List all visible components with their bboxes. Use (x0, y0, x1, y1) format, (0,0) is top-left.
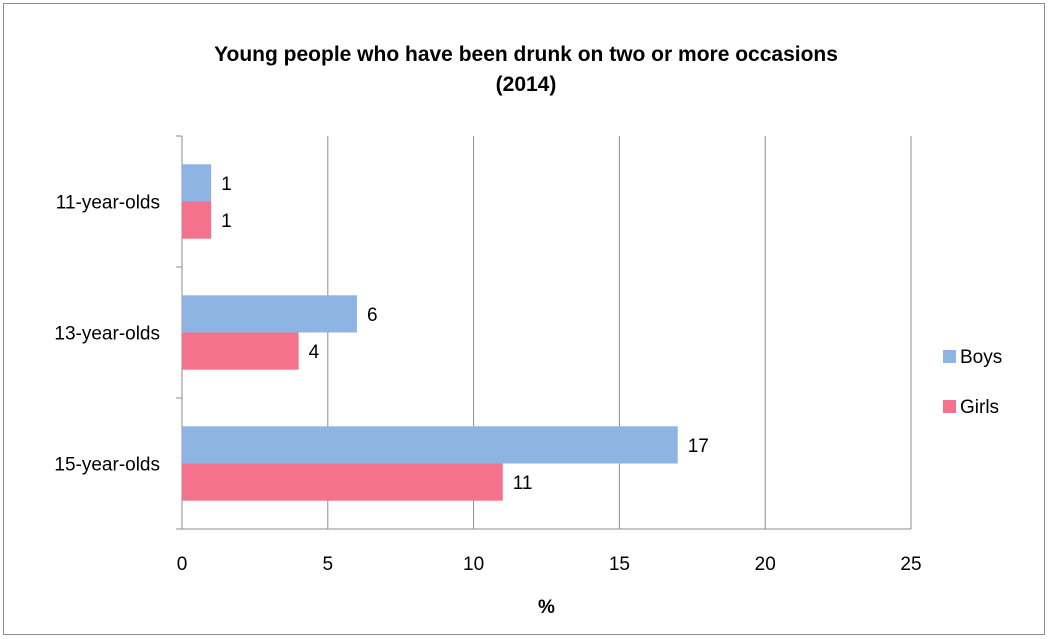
data-label-boys-1: 6 (367, 305, 378, 326)
legend-label-boys: Boys (960, 347, 1002, 368)
legend-label-girls: Girls (960, 397, 999, 418)
x-tick-label-5: 5 (323, 554, 334, 575)
x-tick-label-15: 15 (609, 554, 630, 575)
x-tick-label-0: 0 (177, 554, 188, 575)
category-label-1: 13-year-olds (54, 324, 160, 345)
data-label-boys-2: 17 (688, 436, 709, 457)
chart-frame (3, 3, 1045, 635)
legend-swatch-boys (943, 350, 956, 363)
x-tick-label-10: 10 (463, 554, 484, 575)
data-label-girls-1: 4 (309, 342, 320, 363)
data-label-boys-0: 1 (221, 174, 232, 195)
x-axis-title: % (538, 597, 555, 618)
bar-boys-1 (182, 295, 357, 333)
bar-boys-2 (182, 426, 678, 464)
x-tick-label-25: 25 (900, 554, 921, 575)
bar-girls-0 (182, 201, 212, 239)
bar-boys-0 (182, 164, 212, 202)
legend-swatch-girls (943, 400, 956, 413)
category-label-0: 11-year-olds (56, 193, 160, 214)
chart-title-line2: (2014) (495, 73, 557, 96)
chart-title-line1: Young people who have been drunk on two … (214, 43, 838, 66)
chart-title: Young people who have been drunk on two … (0, 40, 1052, 100)
category-label-2: 15-year-olds (54, 455, 160, 476)
data-label-girls-2: 11 (513, 473, 533, 494)
data-label-girls-0: 1 (221, 211, 232, 232)
x-tick-label-20: 20 (755, 554, 776, 575)
bar-girls-1 (182, 332, 299, 370)
bar-girls-2 (182, 463, 503, 501)
